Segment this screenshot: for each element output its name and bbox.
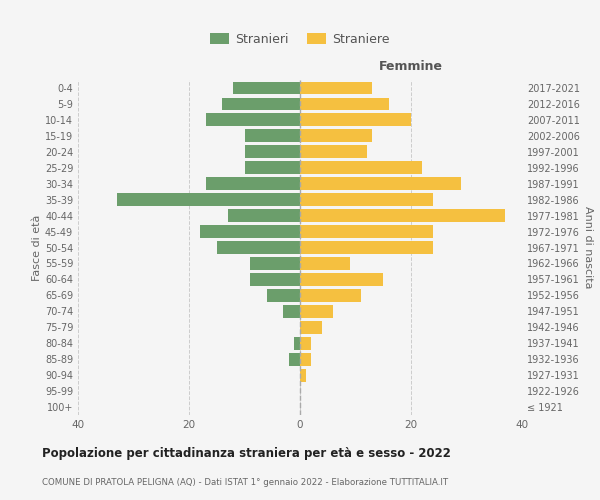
Bar (300, 146, 367, 158)
Bar (300, 130, 372, 142)
Bar (300, 257, 350, 270)
Bar (289, 353, 300, 366)
Bar (222, 98, 300, 110)
Bar (300, 114, 411, 126)
Bar (245, 130, 300, 142)
Bar (245, 146, 300, 158)
Bar (206, 178, 300, 190)
Bar (283, 305, 300, 318)
Bar (300, 241, 433, 254)
Y-axis label: Fasce di età: Fasce di età (32, 214, 42, 280)
Bar (300, 273, 383, 286)
Text: Femmine: Femmine (379, 60, 443, 74)
Bar (300, 353, 311, 366)
Bar (300, 289, 361, 302)
Bar (300, 98, 389, 110)
Bar (233, 82, 300, 94)
Bar (300, 321, 322, 334)
Bar (300, 337, 311, 349)
Bar (300, 178, 461, 190)
Bar (250, 273, 300, 286)
Bar (300, 225, 433, 238)
Bar (295, 337, 300, 349)
Text: COMUNE DI PRATOLA PELIGNA (AQ) - Dati ISTAT 1° gennaio 2022 - Elaborazione TUTTI: COMUNE DI PRATOLA PELIGNA (AQ) - Dati IS… (42, 478, 448, 487)
Bar (217, 241, 300, 254)
Bar (228, 209, 300, 222)
Bar (300, 305, 334, 318)
Y-axis label: Anni di nascita: Anni di nascita (583, 206, 593, 289)
Bar (245, 162, 300, 174)
Bar (300, 368, 305, 382)
Bar (300, 209, 505, 222)
Bar (300, 194, 433, 206)
Bar (117, 194, 300, 206)
Bar (300, 82, 372, 94)
Bar (206, 114, 300, 126)
Bar (266, 289, 300, 302)
Text: Popolazione per cittadinanza straniera per età e sesso - 2022: Popolazione per cittadinanza straniera p… (42, 448, 451, 460)
Bar (200, 225, 300, 238)
Legend: Stranieri, Straniere: Stranieri, Straniere (210, 32, 390, 46)
Bar (250, 257, 300, 270)
Bar (300, 162, 422, 174)
